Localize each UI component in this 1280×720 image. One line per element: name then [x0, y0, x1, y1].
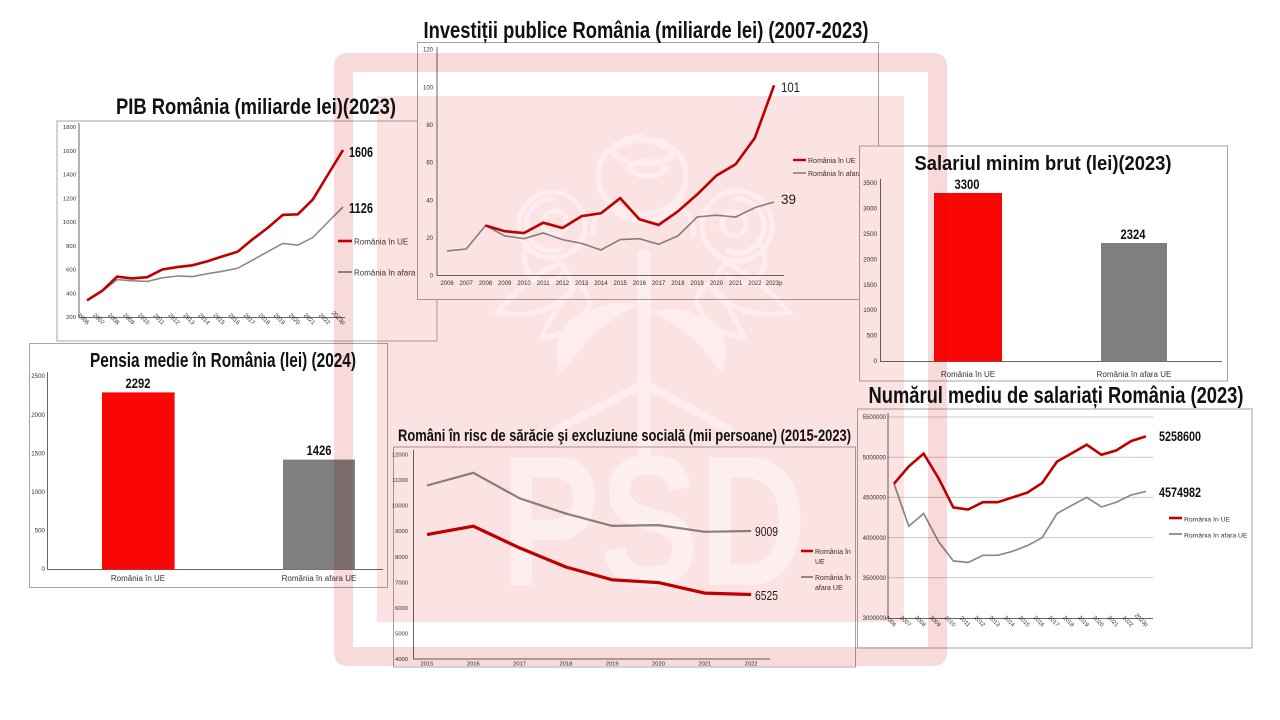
- svg-text:101: 101: [781, 79, 800, 95]
- svg-text:România în UE: România în UE: [1184, 517, 1231, 524]
- svg-text:3300: 3300: [955, 177, 980, 192]
- svg-text:5258600: 5258600: [1159, 429, 1201, 444]
- svg-text:200: 200: [66, 315, 77, 321]
- svg-text:120: 120: [423, 48, 434, 54]
- svg-text:Salariul minim brut (lei)(2023: Salariul minim brut (lei)(2023): [915, 153, 1172, 175]
- svg-text:2500: 2500: [31, 373, 45, 380]
- svg-text:2324: 2324: [1121, 227, 1146, 242]
- svg-text:România în afara UE: România în afara UE: [1184, 533, 1248, 540]
- svg-text:600: 600: [66, 268, 77, 274]
- svg-text:1600: 1600: [63, 149, 77, 155]
- svg-text:1126: 1126: [349, 201, 373, 217]
- svg-text:România în UE: România în UE: [941, 370, 995, 379]
- svg-text:500: 500: [35, 528, 46, 535]
- svg-text:1426: 1426: [307, 443, 332, 458]
- svg-text:2000: 2000: [31, 412, 45, 419]
- svg-text:România în UE: România în UE: [111, 574, 165, 583]
- svg-text:800: 800: [66, 244, 77, 250]
- svg-text:România în afara UE: România în afara UE: [1097, 370, 1172, 379]
- svg-text:PSD: PSD: [501, 417, 807, 625]
- svg-text:Pensia medie în România (lei): Pensia medie în România (lei) (2024): [90, 350, 356, 372]
- svg-text:1200: 1200: [63, 196, 77, 202]
- svg-text:1400: 1400: [63, 173, 77, 179]
- svg-text:5000: 5000: [395, 632, 408, 638]
- svg-text:Investiții publice România (mi: Investiții publice România (miliarde lei…: [424, 17, 869, 44]
- svg-text:România în afara UE: România în afara UE: [282, 574, 357, 583]
- svg-text:1500: 1500: [31, 450, 45, 457]
- svg-text:100: 100: [423, 85, 434, 91]
- svg-text:1606: 1606: [349, 145, 373, 161]
- svg-text:400: 400: [66, 291, 77, 297]
- svg-text:4574982: 4574982: [1159, 485, 1201, 500]
- svg-text:1800: 1800: [63, 125, 77, 131]
- svg-text:1000: 1000: [31, 489, 45, 496]
- svg-text:0: 0: [42, 566, 46, 573]
- svg-text:2292: 2292: [126, 376, 151, 391]
- svg-text:1000: 1000: [63, 220, 77, 226]
